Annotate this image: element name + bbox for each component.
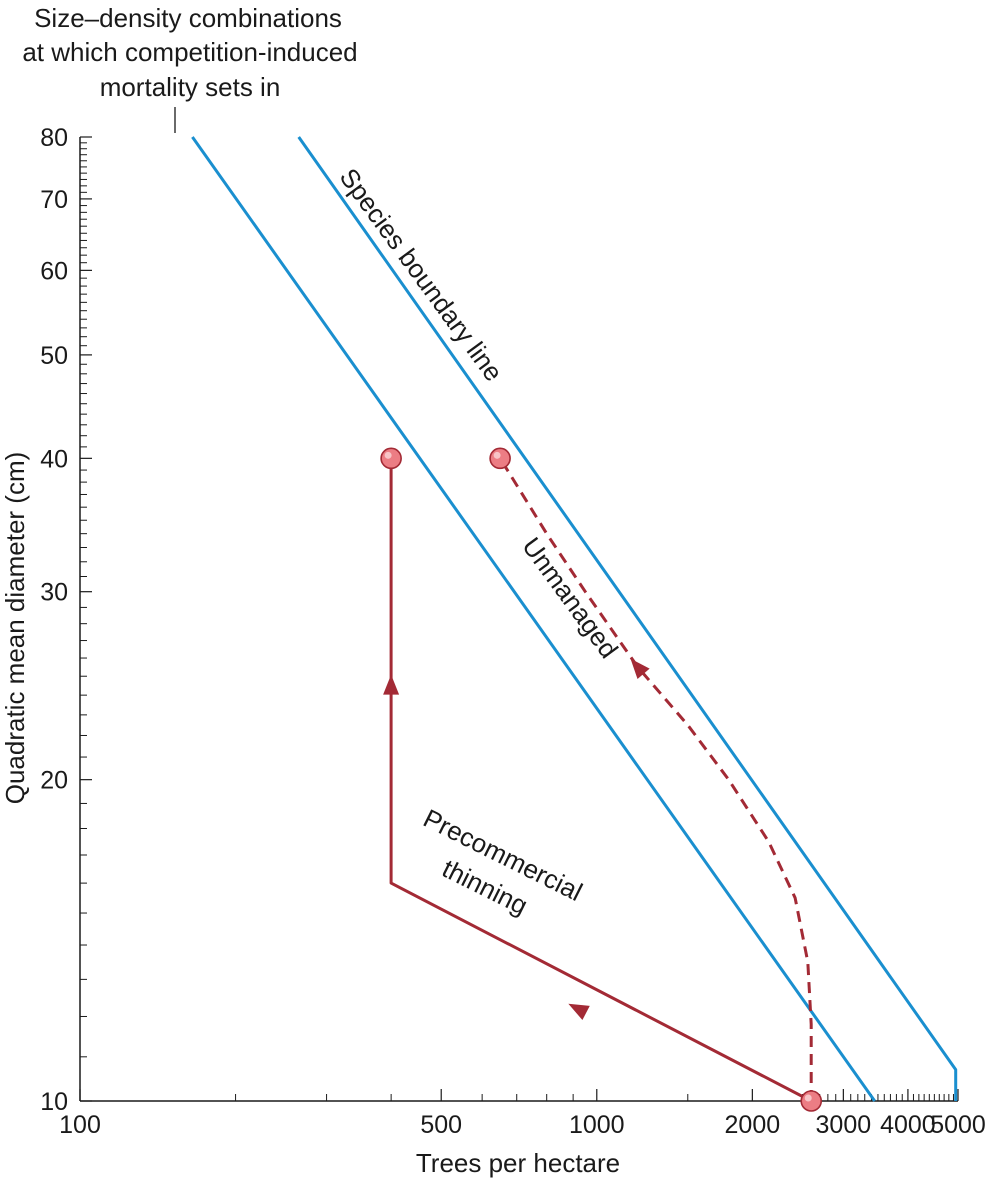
y-tick-label: 80 — [40, 124, 68, 152]
x-tick-label: 4000 — [880, 1111, 936, 1139]
y-axis-title: Quadratic mean diameter (cm) — [0, 452, 30, 805]
x-tick-label: 1000 — [569, 1111, 625, 1139]
y-tick-label: 70 — [40, 186, 68, 214]
x-tick-label: 3000 — [816, 1111, 872, 1139]
marker-start — [800, 1090, 823, 1112]
y-tick-label: 30 — [40, 579, 68, 607]
series-layer — [191, 136, 958, 1103]
annotation-mortality-line-2: at which competition-induced — [22, 37, 357, 67]
species-boundary-line — [297, 136, 958, 1101]
y-tick-label: 60 — [40, 257, 68, 285]
y-tick-label: 40 — [40, 445, 68, 473]
marker-unmanaged-end-highlight — [493, 451, 501, 459]
y-tick-label: 10 — [40, 1088, 68, 1116]
x-tick-label: 2000 — [725, 1111, 781, 1139]
annotation-mortality-line-1: Size–density combinations — [34, 3, 342, 33]
x-tick-label: 500 — [420, 1111, 462, 1139]
x-tick-label: 100 — [59, 1111, 101, 1139]
arrow-thinning — [568, 1003, 590, 1021]
x-tick-label: 5000 — [930, 1111, 986, 1139]
label-species-boundary: Species boundary line — [334, 163, 509, 387]
mortality-line — [191, 136, 876, 1102]
arrow-unmanaged — [630, 658, 650, 680]
x-axis-title: Trees per hectare — [416, 1148, 620, 1178]
marker-start-highlight — [804, 1094, 812, 1102]
y-tick-label: 20 — [40, 767, 68, 795]
arrow-vertical — [383, 674, 400, 695]
marker-layer — [380, 447, 823, 1112]
annotation-mortality-line-3: mortality sets in — [100, 72, 281, 102]
y-tick-label: 50 — [40, 342, 68, 370]
marker-thinned-end-highlight — [384, 451, 392, 459]
unmanaged-path — [498, 457, 813, 1101]
marker-thinned-end — [380, 447, 402, 470]
label-unmanaged: Unmanaged — [516, 532, 624, 664]
precommercial-thinning-path — [389, 458, 812, 1103]
marker-unmanaged-end — [489, 447, 511, 470]
